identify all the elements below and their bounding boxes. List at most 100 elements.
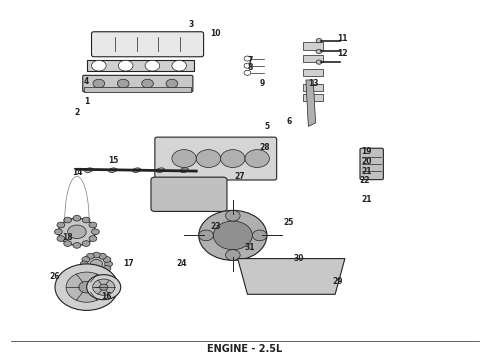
Circle shape bbox=[213, 221, 252, 249]
Circle shape bbox=[145, 60, 160, 71]
Circle shape bbox=[172, 150, 196, 167]
Circle shape bbox=[84, 255, 109, 273]
Text: 12: 12 bbox=[337, 49, 348, 58]
Ellipse shape bbox=[108, 168, 117, 172]
Circle shape bbox=[199, 230, 213, 241]
Circle shape bbox=[58, 218, 96, 246]
Circle shape bbox=[82, 266, 90, 271]
Text: 9: 9 bbox=[259, 79, 265, 88]
Circle shape bbox=[316, 60, 322, 64]
Circle shape bbox=[86, 269, 94, 275]
Text: 27: 27 bbox=[235, 172, 245, 181]
Circle shape bbox=[172, 60, 187, 71]
Text: 22: 22 bbox=[359, 176, 369, 185]
Bar bbox=[303, 94, 323, 102]
Circle shape bbox=[57, 236, 65, 242]
Text: 21: 21 bbox=[362, 195, 372, 204]
Text: 29: 29 bbox=[332, 277, 343, 286]
Text: ENGINE - 2.5L: ENGINE - 2.5L bbox=[207, 343, 283, 354]
Circle shape bbox=[98, 269, 106, 275]
Text: 8: 8 bbox=[247, 63, 252, 72]
Text: 4: 4 bbox=[84, 77, 89, 86]
Text: 26: 26 bbox=[49, 272, 60, 281]
Ellipse shape bbox=[180, 168, 189, 172]
Polygon shape bbox=[306, 80, 316, 126]
Circle shape bbox=[54, 229, 62, 235]
Text: 15: 15 bbox=[108, 156, 119, 165]
Text: 10: 10 bbox=[211, 29, 221, 38]
Text: 21: 21 bbox=[362, 167, 372, 176]
Ellipse shape bbox=[156, 168, 165, 172]
Circle shape bbox=[82, 217, 90, 223]
Circle shape bbox=[92, 60, 106, 71]
Circle shape bbox=[93, 279, 115, 295]
Text: 6: 6 bbox=[286, 117, 292, 126]
Text: 25: 25 bbox=[284, 219, 294, 228]
Text: 5: 5 bbox=[265, 122, 270, 131]
Circle shape bbox=[103, 257, 111, 262]
Circle shape bbox=[142, 79, 153, 88]
Circle shape bbox=[82, 241, 90, 246]
Bar bbox=[303, 55, 323, 62]
Ellipse shape bbox=[132, 168, 141, 172]
Circle shape bbox=[80, 261, 88, 267]
Text: 20: 20 bbox=[362, 157, 372, 166]
Circle shape bbox=[68, 225, 86, 239]
Text: 13: 13 bbox=[308, 79, 319, 88]
Circle shape bbox=[98, 253, 106, 259]
Circle shape bbox=[79, 282, 95, 293]
Circle shape bbox=[118, 60, 133, 71]
Circle shape bbox=[103, 266, 111, 271]
Circle shape bbox=[73, 215, 81, 221]
Text: 1: 1 bbox=[84, 97, 89, 106]
FancyBboxPatch shape bbox=[83, 75, 193, 92]
Text: 16: 16 bbox=[101, 292, 111, 301]
Circle shape bbox=[93, 79, 105, 88]
Circle shape bbox=[316, 39, 322, 43]
Circle shape bbox=[90, 260, 102, 269]
Circle shape bbox=[244, 56, 251, 61]
Text: 18: 18 bbox=[62, 233, 73, 242]
Text: 19: 19 bbox=[362, 147, 372, 156]
Circle shape bbox=[93, 270, 100, 276]
Text: 17: 17 bbox=[123, 260, 133, 269]
Circle shape bbox=[199, 210, 267, 260]
Text: 31: 31 bbox=[245, 243, 255, 252]
Text: 24: 24 bbox=[176, 260, 187, 269]
Polygon shape bbox=[238, 258, 345, 294]
Circle shape bbox=[64, 241, 72, 246]
Text: 11: 11 bbox=[337, 35, 348, 44]
Text: 28: 28 bbox=[259, 143, 270, 152]
Text: 14: 14 bbox=[72, 168, 82, 177]
Circle shape bbox=[82, 257, 90, 262]
Circle shape bbox=[245, 150, 270, 167]
Circle shape bbox=[316, 49, 322, 54]
Circle shape bbox=[166, 79, 178, 88]
Circle shape bbox=[225, 249, 240, 260]
Circle shape bbox=[99, 284, 108, 290]
Circle shape bbox=[92, 229, 99, 235]
Circle shape bbox=[196, 150, 220, 167]
Ellipse shape bbox=[85, 168, 93, 172]
Text: 3: 3 bbox=[189, 20, 194, 29]
Circle shape bbox=[66, 272, 107, 302]
Circle shape bbox=[55, 264, 118, 310]
Circle shape bbox=[105, 261, 113, 267]
Circle shape bbox=[225, 210, 240, 221]
FancyBboxPatch shape bbox=[92, 32, 203, 57]
Circle shape bbox=[86, 253, 94, 259]
Circle shape bbox=[252, 230, 267, 241]
Bar bbox=[303, 84, 323, 91]
Bar bbox=[87, 60, 194, 71]
Circle shape bbox=[220, 150, 245, 167]
Circle shape bbox=[73, 243, 81, 248]
Circle shape bbox=[57, 222, 65, 228]
Circle shape bbox=[87, 275, 121, 300]
Bar bbox=[303, 69, 323, 76]
Circle shape bbox=[117, 79, 129, 88]
Circle shape bbox=[244, 70, 251, 75]
Text: 30: 30 bbox=[294, 254, 304, 263]
Circle shape bbox=[89, 236, 97, 242]
Circle shape bbox=[89, 222, 97, 228]
Circle shape bbox=[64, 217, 72, 223]
